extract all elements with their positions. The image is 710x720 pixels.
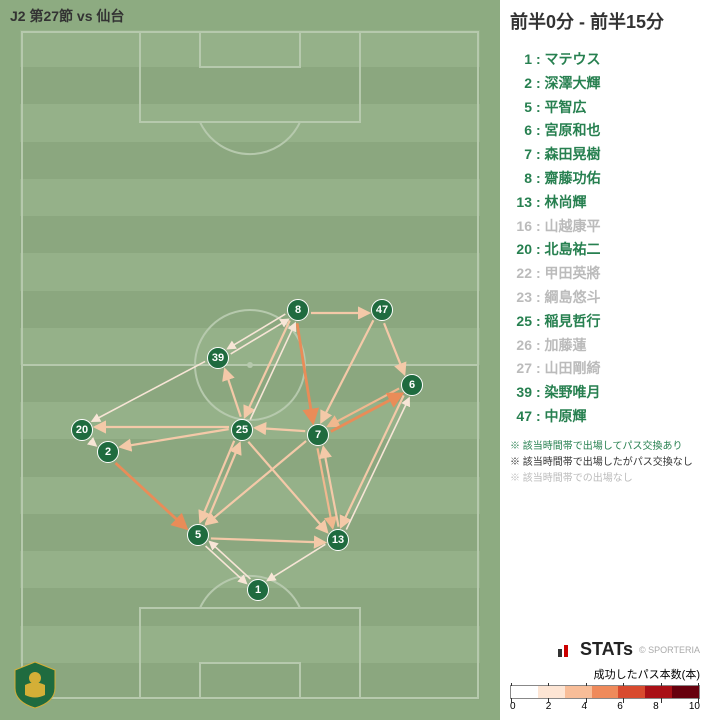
- player-row: 8: 齋藤功佑: [510, 167, 700, 191]
- player-node: 47: [371, 299, 393, 321]
- footnote: ※ 該当時間帯で出場したがパス交換なし: [510, 455, 700, 471]
- team-logo: [10, 660, 60, 710]
- player-list: 1: マテウス2: 深澤大輝5: 平智広6: 宮原和也7: 森田晃樹8: 齋藤功…: [510, 48, 700, 429]
- time-range: 前半0分 - 前半15分: [510, 8, 700, 34]
- player-node: 7: [307, 424, 329, 446]
- match-title: J2 第27節 vs 仙台: [10, 6, 124, 26]
- side-panel: 前半0分 - 前半15分 1: マテウス2: 深澤大輝5: 平智広6: 宮原和也…: [500, 0, 710, 720]
- legend: 成功したパス本数(本) 0246810: [510, 666, 700, 712]
- footnotes: ※ 該当時間帯で出場してパス交換あり※ 該当時間帯で出場したがパス交換なし※ 該…: [510, 439, 700, 487]
- player-node: 39: [207, 347, 229, 369]
- player-node: 1: [247, 579, 269, 601]
- player-row: 2: 深澤大輝: [510, 72, 700, 96]
- player-node: 25: [231, 419, 253, 441]
- stats-row: STATs © SPORTERIA: [510, 639, 700, 660]
- player-row: 47: 中原輝: [510, 405, 700, 429]
- footnote: ※ 該当時間帯での出場なし: [510, 471, 700, 487]
- player-row: 13: 林尚輝: [510, 191, 700, 215]
- player-row: 7: 森田晃樹: [510, 143, 700, 167]
- legend-bar: [510, 685, 700, 699]
- pass-edges: [20, 30, 480, 700]
- player-row: 23: 綱島悠斗: [510, 286, 700, 310]
- stats-icon: [556, 641, 574, 659]
- player-row: 26: 加藤蓮: [510, 334, 700, 358]
- player-row: 22: 甲田英將: [510, 262, 700, 286]
- player-row: 27: 山田剛綺: [510, 357, 700, 381]
- player-row: 25: 稲見哲行: [510, 310, 700, 334]
- player-node: 8: [287, 299, 309, 321]
- pitch: 1256781320253947: [20, 30, 480, 700]
- footnote: ※ 該当時間帯で出場してパス交換あり: [510, 439, 700, 455]
- player-row: 39: 染野唯月: [510, 381, 700, 405]
- player-node: 6: [401, 374, 423, 396]
- player-node: 20: [71, 419, 93, 441]
- player-node: 5: [187, 524, 209, 546]
- player-node: 2: [97, 441, 119, 463]
- player-row: 20: 北島祐二: [510, 238, 700, 262]
- player-node: 13: [327, 529, 349, 551]
- copyright: © SPORTERIA: [639, 645, 700, 655]
- player-row: 6: 宮原和也: [510, 119, 700, 143]
- player-row: 16: 山越康平: [510, 215, 700, 239]
- legend-label: 成功したパス本数(本): [510, 666, 700, 682]
- player-row: 1: マテウス: [510, 48, 700, 72]
- stats-text: STATs: [580, 639, 633, 660]
- player-row: 5: 平智広: [510, 96, 700, 120]
- pitch-area: J2 第27節 vs 仙台 1256781320253947: [0, 0, 500, 720]
